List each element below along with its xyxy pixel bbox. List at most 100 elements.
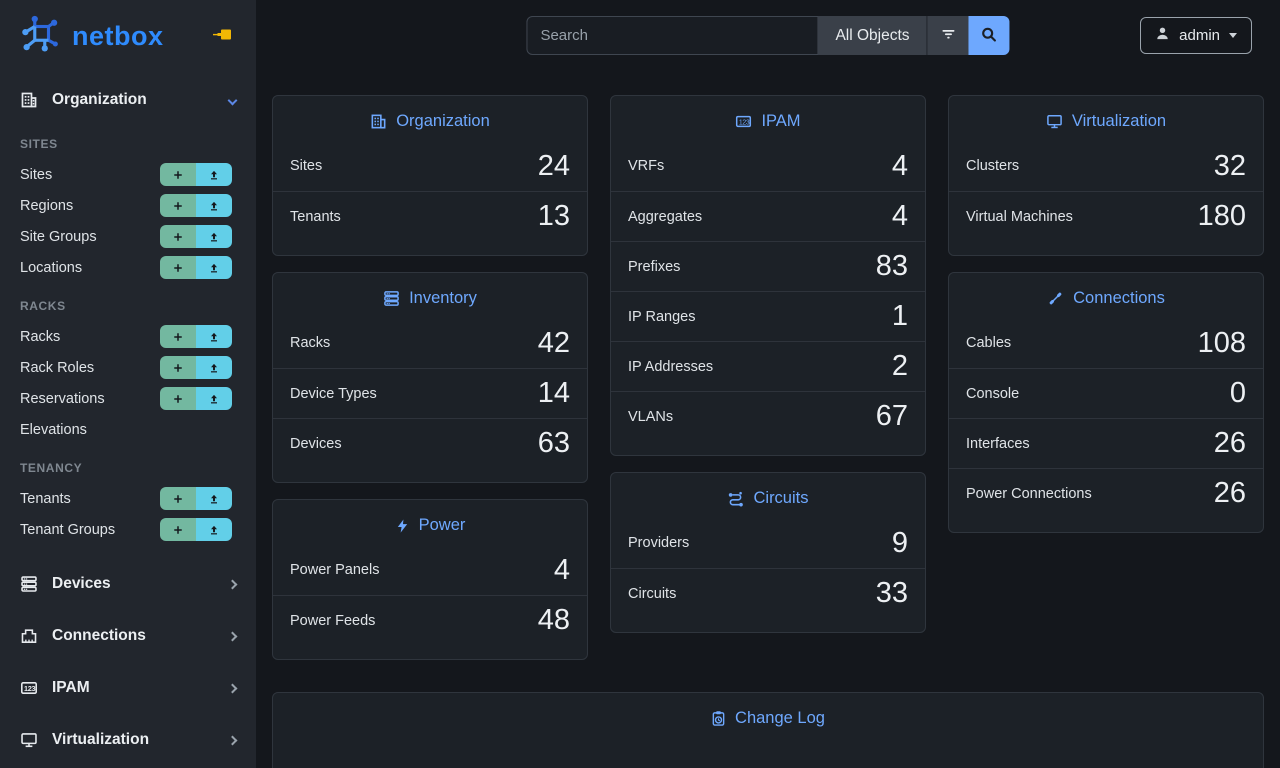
sidebar-group-label: Connections (52, 627, 146, 644)
user-menu-button[interactable]: admin (1140, 17, 1252, 54)
stat-row-power-connections[interactable]: Power Connections 26 (949, 468, 1263, 518)
stat-row-tenants[interactable]: Tenants 13 (273, 191, 587, 241)
stat-label: Aggregates (628, 208, 703, 225)
import-button[interactable] (196, 487, 232, 510)
card-title: Circuits (611, 489, 925, 508)
import-button[interactable] (196, 356, 232, 379)
sidebar-item-racks[interactable]: Racks (0, 321, 256, 352)
filter-icon (940, 27, 956, 44)
add-button[interactable] (160, 487, 196, 510)
stat-row-cables[interactable]: Cables 108 (949, 318, 1263, 368)
stat-label: Prefixes (628, 258, 681, 275)
stat-row-device-types[interactable]: Device Types 14 (273, 368, 587, 418)
card-title-text: Circuits (753, 489, 809, 507)
stat-row-virtual-machines[interactable]: Virtual Machines 180 (949, 191, 1263, 241)
caret-down-icon (1229, 33, 1237, 38)
sidebar-item-elevations[interactable]: Elevations (0, 414, 256, 445)
sidebar-group-connections[interactable]: Connections (0, 615, 256, 657)
stat-row-aggregates[interactable]: Aggregates 4 (611, 191, 925, 241)
stat-row-clusters[interactable]: Clusters 32 (949, 141, 1263, 191)
upload-icon (208, 169, 220, 181)
sidebar-group-organization[interactable]: Organization (0, 79, 256, 121)
import-button[interactable] (196, 518, 232, 541)
stat-value: 4 (553, 553, 570, 586)
add-button[interactable] (160, 256, 196, 279)
stat-row-prefixes[interactable]: Prefixes 83 (611, 241, 925, 291)
import-button[interactable] (196, 225, 232, 248)
sidebar-item-reservations[interactable]: Reservations (0, 383, 256, 414)
sidebar-item-regions[interactable]: Regions (0, 190, 256, 221)
stat-value: 24 (537, 149, 570, 182)
sidebar-item-site-groups[interactable]: Site Groups (0, 221, 256, 252)
building-icon (20, 91, 38, 109)
stat-row-vrfs[interactable]: VRFs 4 (611, 141, 925, 191)
stat-row-sites[interactable]: Sites 24 (273, 141, 587, 191)
card-power: Power Power Panels 4 Power Feeds 48 (272, 499, 588, 660)
import-button[interactable] (196, 325, 232, 348)
add-button[interactable] (160, 356, 196, 379)
dashboard-column-1: Organization Sites 24 Tenants 13 (272, 95, 588, 660)
main-content: All Objects (256, 0, 1280, 768)
plus-icon (172, 362, 184, 374)
sidebar-item-locations[interactable]: Locations (0, 252, 256, 283)
netbox-logo[interactable]: netbox (18, 14, 164, 59)
transit-icon (727, 490, 744, 507)
search-button[interactable] (968, 16, 1010, 55)
stat-value: 63 (537, 427, 570, 459)
stat-row-devices[interactable]: Devices 63 (273, 418, 587, 468)
stat-row-vlans[interactable]: VLANs 67 (611, 391, 925, 441)
monitor-icon (20, 731, 38, 749)
stat-row-interfaces[interactable]: Interfaces 26 (949, 418, 1263, 468)
stat-value: 33 (875, 577, 908, 609)
stat-value: 42 (537, 326, 570, 359)
sidebar-group-ipam[interactable]: 1 2 3 IPAM (0, 667, 256, 709)
add-button[interactable] (160, 225, 196, 248)
sidebar-group-virtualization[interactable]: Virtualization (0, 719, 256, 761)
sidebar-group-devices[interactable]: Devices (0, 563, 256, 605)
stat-row-ip-ranges[interactable]: IP Ranges 1 (611, 291, 925, 341)
card-title-text: Connections (1073, 289, 1165, 307)
plus-icon (172, 393, 184, 405)
card-title-text: IPAM (761, 112, 801, 130)
stat-row-circuits[interactable]: Circuits 33 (611, 568, 925, 618)
sidebar-item-sites[interactable]: Sites (0, 159, 256, 190)
stat-label: Power Feeds (290, 612, 376, 629)
add-button[interactable] (160, 194, 196, 217)
stat-label: Interfaces (966, 435, 1030, 452)
pin-sidebar-button[interactable] (212, 28, 234, 46)
sidebar-item-rack-roles[interactable]: Rack Roles (0, 352, 256, 383)
stat-row-ip-addresses[interactable]: IP Addresses 2 (611, 341, 925, 391)
add-button[interactable] (160, 518, 196, 541)
stat-label: Tenants (290, 208, 341, 225)
import-button[interactable] (196, 256, 232, 279)
server-stack-icon (20, 575, 38, 593)
filter-button[interactable] (926, 16, 969, 55)
search-scope-dropdown[interactable]: All Objects (818, 16, 927, 55)
import-button[interactable] (196, 194, 232, 217)
stat-row-power-panels[interactable]: Power Panels 4 (273, 545, 587, 595)
sidebar-item-label: Tenants (20, 490, 71, 507)
add-button[interactable] (160, 163, 196, 186)
dashboard-column-3: Virtualization Clusters 32 Virtual Machi… (948, 95, 1264, 533)
counter-icon: 1 2 3 (735, 113, 752, 130)
add-button[interactable] (160, 387, 196, 410)
import-button[interactable] (196, 163, 232, 186)
stat-row-console[interactable]: Console 0 (949, 368, 1263, 418)
sidebar-item-label: Racks (20, 328, 61, 345)
stat-value: 0 (1229, 377, 1246, 409)
stat-label: IP Addresses (628, 358, 714, 375)
chevron-right-icon (227, 735, 238, 746)
stat-row-providers[interactable]: Providers 9 (611, 518, 925, 568)
stat-row-power-feeds[interactable]: Power Feeds 48 (273, 595, 587, 645)
stat-row-racks[interactable]: Racks 42 (273, 318, 587, 368)
card-title: Power (273, 516, 587, 535)
sidebar-section-sites: SITES (20, 137, 58, 151)
sidebar-item-tenants[interactable]: Tenants (0, 483, 256, 514)
stat-value: 26 (1213, 427, 1246, 459)
import-button[interactable] (196, 387, 232, 410)
search-input[interactable] (526, 16, 819, 55)
sidebar-group-label: IPAM (52, 679, 90, 696)
add-button[interactable] (160, 325, 196, 348)
card-ipam: 1 2 3 IPAM VRFs 4 Aggregates 4 (610, 95, 926, 456)
sidebar-item-tenant-groups[interactable]: Tenant Groups (0, 514, 256, 545)
